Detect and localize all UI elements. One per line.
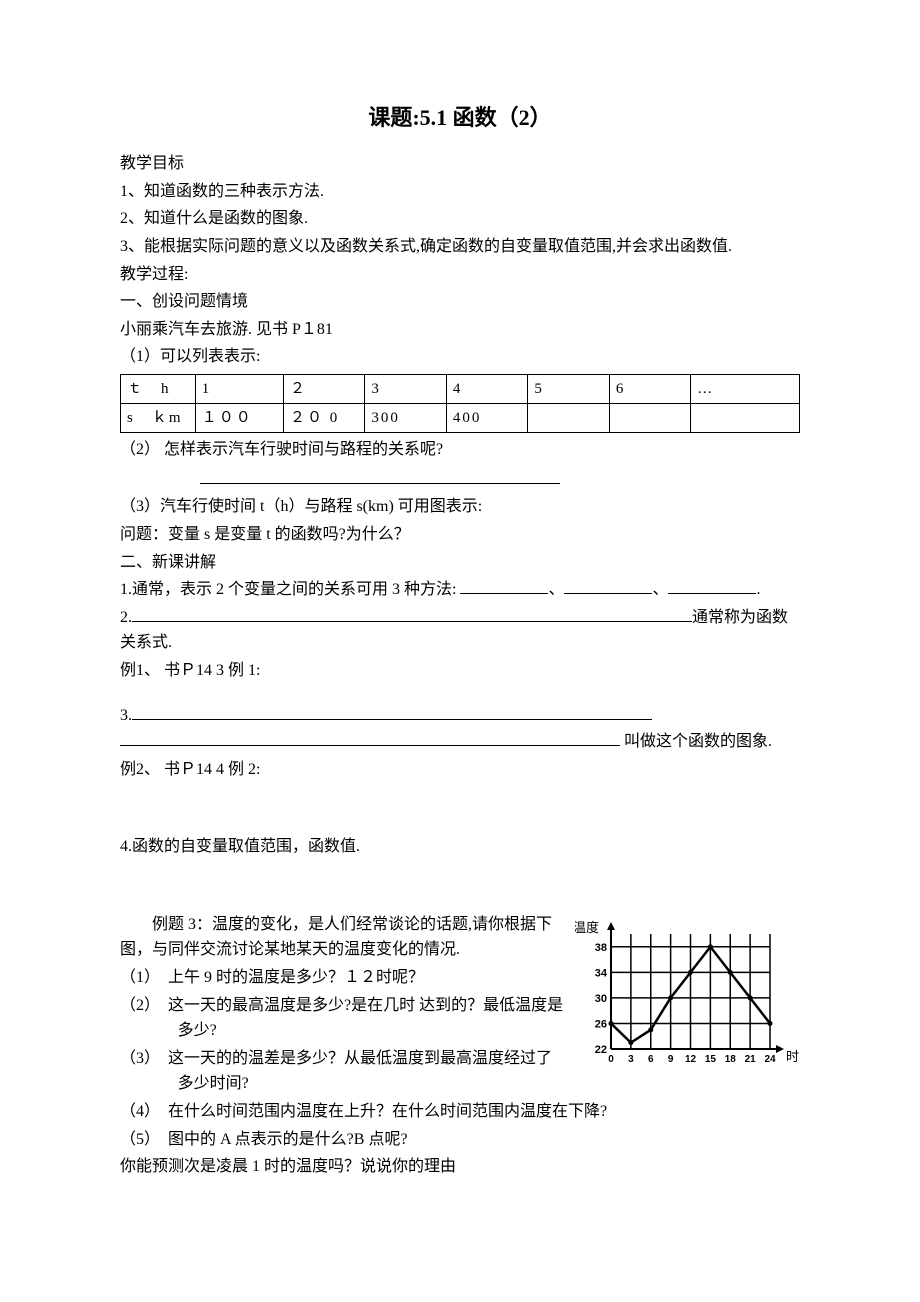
svg-text:温度: 温度 (575, 920, 599, 935)
svg-text:18: 18 (725, 1054, 737, 1065)
goal-1: 1、知道函数的三种表示方法. (120, 179, 800, 205)
table-cell: ２ (283, 374, 364, 403)
chart-svg: 22 26 30 34 38 0 3 6 9 12 15 18 21 24 温度时间 (575, 916, 800, 1071)
table-cell: 3 (365, 374, 446, 403)
question-4: （4） 在什么时间范围内温度在上升？在什么时间范围内温度在下降? (120, 1099, 800, 1125)
table-cell: ２０ 0 (283, 403, 364, 432)
table-cell: 4 (446, 374, 527, 403)
table-cell (609, 403, 690, 432)
final-question: 你能预测次是凌晨 1 时的温度吗？说说你的理由 (120, 1154, 800, 1180)
table-cell: 1 (195, 374, 283, 403)
section-2-p2: 2.通常称为函数关系式. (120, 605, 800, 656)
svg-text:6: 6 (648, 1054, 654, 1065)
section-2-p4: 4.函数的自变量取值范围，函数值. (120, 834, 800, 860)
table-row: s ｋm １００ ２０ 0 300 400 (121, 403, 800, 432)
svg-text:30: 30 (595, 993, 607, 1005)
page-title: 课题:5.1 函数（2） (120, 100, 800, 135)
table-cell (691, 403, 800, 432)
svg-text:12: 12 (685, 1054, 697, 1065)
section-1-item-1: （1）可以列表表示: (120, 344, 800, 370)
section-1-line-1: 小丽乘汽车去旅游. 见书 P１81 (120, 317, 800, 343)
svg-text:0: 0 (608, 1054, 614, 1065)
blank-line-q2 (120, 465, 800, 493)
svg-text:26: 26 (595, 1018, 607, 1030)
goal-2: 2、知道什么是函数的图象. (120, 206, 800, 232)
example-2: 例2、 书Ｐ14 4 例 2: (120, 757, 800, 783)
svg-text:22: 22 (595, 1044, 607, 1056)
table-cell: １００ (195, 403, 283, 432)
data-table: ｔ h 1 ２ 3 4 5 6 … s ｋm １００ ２０ 0 300 400 (120, 374, 800, 433)
section-1-header: 一、创设问题情境 (120, 289, 800, 315)
table-cell: 5 (528, 374, 609, 403)
table-cell: 300 (365, 403, 446, 432)
svg-text:34: 34 (595, 967, 608, 979)
section-1-item-2: （2） 怎样表示汽车行驶时间与路程的关系呢? (120, 437, 800, 463)
svg-text:15: 15 (705, 1054, 717, 1065)
table-cell: ｔ h (121, 374, 196, 403)
temperature-chart: 22 26 30 34 38 0 3 6 9 12 15 18 21 24 温度时间 (575, 916, 800, 1080)
svg-text:21: 21 (745, 1054, 757, 1065)
table-cell: 400 (446, 403, 527, 432)
table-cell: s ｋm (121, 403, 196, 432)
table-cell (528, 403, 609, 432)
section-1-question: 问题：变量 s 是变量 t 的函数吗?为什么？ (120, 522, 800, 548)
svg-text:3: 3 (628, 1054, 634, 1065)
svg-text:9: 9 (668, 1054, 674, 1065)
question-5: （5） 图中的 A 点表示的是什么?B 点呢? (120, 1127, 800, 1153)
goals-header: 教学目标 (120, 151, 800, 177)
svg-text:24: 24 (764, 1054, 776, 1065)
section-2-header: 二、新课讲解 (120, 550, 800, 576)
section-2-p1: 1.通常，表示 2 个变量之间的关系可用 3 种方法: 、、. (120, 577, 800, 603)
table-cell: … (691, 374, 800, 403)
svg-text:38: 38 (595, 942, 607, 954)
process-header: 教学过程: (120, 262, 800, 288)
section-1-item-3: （3）汽车行使时间 t（h）与路程 s(km) 可用图表示: (120, 494, 800, 520)
example-1: 例1、 书Ｐ14 3 例 1: (120, 658, 800, 684)
section-2-p3: 3. 叫做这个函数的图象. (120, 703, 800, 754)
svg-text:时间: 时间 (786, 1049, 800, 1064)
table-row: ｔ h 1 ２ 3 4 5 6 … (121, 374, 800, 403)
goal-3: 3、能根据实际问题的意义以及函数关系式,确定函数的自变量取值范围,并会求出函数值… (120, 234, 800, 260)
table-cell: 6 (609, 374, 690, 403)
